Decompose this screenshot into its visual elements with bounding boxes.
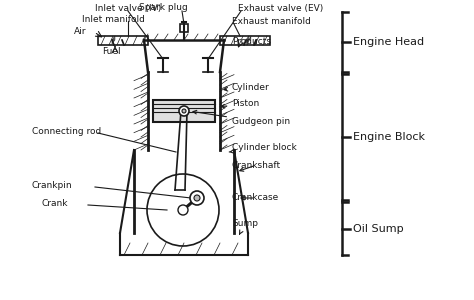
Circle shape xyxy=(179,106,189,116)
Text: Crankcase: Crankcase xyxy=(232,194,279,202)
Text: Products: Products xyxy=(232,38,271,46)
Bar xyxy=(98,36,148,45)
Circle shape xyxy=(182,109,186,113)
Circle shape xyxy=(178,205,188,215)
Text: Sump: Sump xyxy=(232,220,258,234)
Text: Inlet valve (IV): Inlet valve (IV) xyxy=(95,4,161,13)
Text: Cylinder block: Cylinder block xyxy=(229,143,297,153)
Text: Spark plug: Spark plug xyxy=(138,4,187,13)
Text: Exhaust manifold: Exhaust manifold xyxy=(232,17,311,26)
Text: Crankshaft: Crankshaft xyxy=(232,160,281,171)
Text: Air: Air xyxy=(74,26,86,35)
Bar xyxy=(153,100,215,122)
Bar xyxy=(180,24,188,32)
Text: Oil Sump: Oil Sump xyxy=(353,224,404,233)
Text: Fuel: Fuel xyxy=(102,47,120,56)
Text: Piston: Piston xyxy=(221,100,259,109)
Text: Crankpin: Crankpin xyxy=(32,182,73,190)
Text: Gudgeon pin: Gudgeon pin xyxy=(193,110,290,127)
Circle shape xyxy=(190,191,204,205)
Text: Engine Block: Engine Block xyxy=(353,132,425,142)
Bar xyxy=(220,36,270,45)
Text: Engine Head: Engine Head xyxy=(353,37,424,47)
Text: Connecting rod: Connecting rod xyxy=(32,128,101,136)
Circle shape xyxy=(194,195,200,201)
Text: Inlet manifold: Inlet manifold xyxy=(82,16,145,25)
Text: Cylinder: Cylinder xyxy=(224,82,270,91)
Text: Crank: Crank xyxy=(42,200,69,208)
Text: Exhaust valve (EV): Exhaust valve (EV) xyxy=(238,4,323,13)
